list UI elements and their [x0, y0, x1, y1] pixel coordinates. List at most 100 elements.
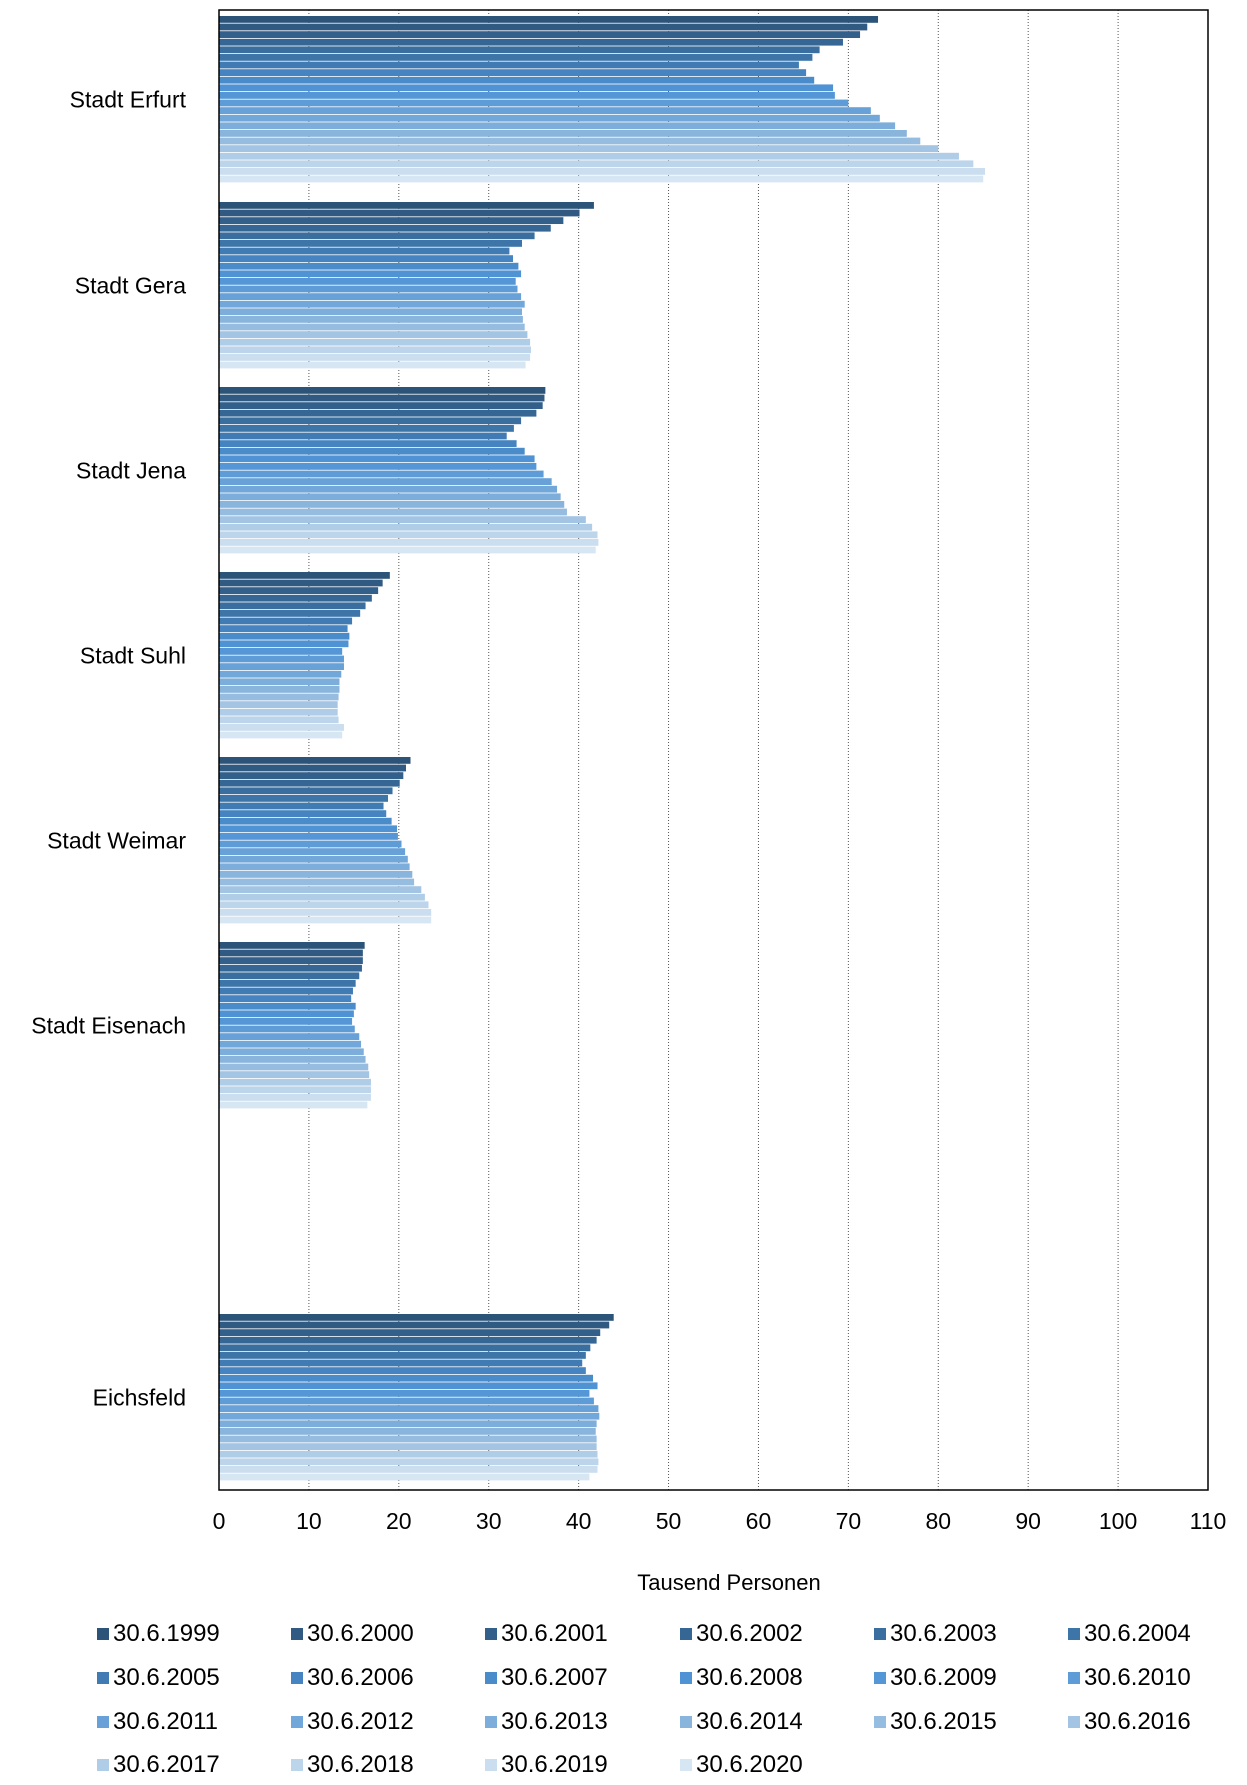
bar-stadt-eisenach-30.6.2004: [219, 980, 356, 987]
bar-stadt-erfurt-30.6.2010: [219, 99, 849, 107]
bar-stadt-jena-30.6.2009: [219, 463, 537, 470]
category-labels: Stadt Erfurt Stadt Gera Stadt Jena Stadt Su…: [31, 87, 186, 1411]
legend-swatch: [291, 1628, 303, 1640]
legend-item: 30.6.2016: [1068, 1708, 1191, 1735]
bar-eichsfeld-30.6.2014: [219, 1428, 596, 1435]
legend-item: 30.6.2018: [291, 1751, 414, 1778]
bar-stadt-erfurt-30.6.2017: [219, 152, 959, 160]
bar-stadt-jena-30.6.2000: [219, 394, 545, 402]
legend-label: 30.6.2009: [890, 1664, 997, 1691]
legend-swatch: [485, 1628, 497, 1640]
bars: [219, 16, 986, 1481]
bar-stadt-weimar-30.6.2009: [219, 833, 398, 840]
bar-eichsfeld-30.6.2010: [219, 1397, 594, 1405]
legend-swatch: [1068, 1628, 1080, 1640]
legend-label: 30.6.2007: [501, 1664, 608, 1691]
bar-stadt-erfurt-30.6.2014: [219, 130, 907, 137]
x-tick-label: 90: [1015, 1508, 1041, 1534]
bar-stadt-jena-30.6.2012: [219, 485, 558, 493]
bar-stadt-gera-30.6.2017: [219, 338, 531, 346]
bar-stadt-eisenach-30.6.2018: [219, 1086, 371, 1094]
x-tick-label: 60: [746, 1508, 772, 1534]
legend-swatch: [874, 1628, 886, 1640]
legend-label: 30.6.2011: [113, 1708, 218, 1735]
bar-stadt-gera-30.6.2013: [219, 308, 522, 316]
bar-stadt-eisenach-30.6.2014: [219, 1056, 366, 1063]
bar-stadt-eisenach-30.6.2016: [219, 1071, 370, 1078]
x-tick-label: 110: [1190, 1508, 1227, 1534]
bar-stadt-gera-30.6.2014: [219, 316, 523, 323]
bar-stadt-suhl-30.6.2018: [219, 716, 339, 724]
legend-item: 30.6.2012: [291, 1708, 414, 1735]
legend-swatch: [97, 1672, 109, 1684]
bar-stadt-jena-30.6.2004: [219, 425, 514, 432]
bar-stadt-jena-30.6.2007: [219, 447, 525, 455]
bar-stadt-gera-30.6.2010: [219, 285, 518, 293]
legend-item: 30.6.2013: [485, 1708, 608, 1735]
category-label: Eichsfeld: [93, 1385, 186, 1411]
legend-label: 30.6.2002: [696, 1620, 803, 1647]
bar-stadt-gera-30.6.2020: [219, 361, 526, 369]
x-tick-label: 50: [656, 1508, 682, 1534]
bar-eichsfeld-30.6.2002: [219, 1336, 597, 1344]
bar-stadt-weimar-30.6.2011: [219, 848, 406, 855]
bar-stadt-gera-30.6.2003: [219, 232, 535, 240]
bar-stadt-erfurt-30.6.2000: [219, 23, 868, 31]
legend-label: 30.6.2000: [307, 1620, 414, 1647]
legend-swatch: [97, 1716, 109, 1728]
legend-item: 30.6.2005: [97, 1664, 220, 1691]
legend-swatch: [680, 1759, 692, 1771]
legend-label: 30.6.2015: [890, 1708, 997, 1735]
bar-stadt-gera-30.6.2015: [219, 323, 525, 331]
bar-stadt-suhl-30.6.2003: [219, 602, 366, 610]
bar-stadt-suhl-30.6.2000: [219, 579, 383, 587]
bar-stadt-weimar-30.6.2005: [219, 802, 384, 810]
legend-swatch: [485, 1759, 497, 1771]
bar-stadt-jena-30.6.2008: [219, 455, 535, 463]
bar-stadt-weimar-30.6.2008: [219, 825, 398, 833]
legend-label: 30.6.2004: [1084, 1620, 1191, 1647]
bar-stadt-eisenach-30.6.2010: [219, 1025, 355, 1033]
bar-stadt-erfurt-30.6.2013: [219, 122, 896, 130]
bar-stadt-gera-30.6.2016: [219, 331, 528, 338]
bar-stadt-gera-30.6.2007: [219, 262, 519, 270]
bar-stadt-suhl-30.6.2011: [219, 663, 344, 670]
legend-item: 30.6.2004: [1068, 1620, 1191, 1647]
bar-stadt-eisenach-30.6.1999: [219, 942, 365, 949]
legend-swatch: [1068, 1672, 1080, 1684]
bar-stadt-erfurt-30.6.2006: [219, 69, 807, 76]
legend-swatch: [680, 1628, 692, 1640]
bar-stadt-erfurt-30.6.1999: [219, 16, 879, 23]
bar-stadt-eisenach-30.6.2007: [219, 1002, 356, 1010]
bar-eichsfeld-30.6.1999: [219, 1314, 614, 1321]
legend-swatch: [291, 1672, 303, 1684]
legend-label: 30.6.2003: [890, 1620, 997, 1647]
bar-stadt-gera-30.6.2006: [219, 255, 514, 262]
bar-stadt-suhl-30.6.2009: [219, 648, 343, 655]
bar-stadt-eisenach-30.6.2019: [219, 1094, 371, 1101]
bar-stadt-erfurt-30.6.2001: [219, 31, 861, 38]
bar-stadt-gera-30.6.2018: [219, 346, 531, 354]
legend-label: 30.6.2012: [307, 1708, 414, 1735]
legend-item: 30.6.2010: [1068, 1664, 1191, 1691]
bar-stadt-weimar-30.6.2015: [219, 878, 415, 886]
legend-label: 30.6.2017: [113, 1751, 220, 1778]
bar-stadt-jena-30.6.2013: [219, 493, 561, 501]
bar-stadt-eisenach-30.6.2008: [219, 1010, 354, 1018]
bar-stadt-suhl-30.6.2010: [219, 655, 344, 663]
bar-stadt-erfurt-30.6.2005: [219, 61, 799, 69]
bar-stadt-eisenach-30.6.2011: [219, 1033, 360, 1040]
legend-swatch: [291, 1759, 303, 1771]
bar-stadt-gera-30.6.2019: [219, 354, 531, 361]
bar-stadt-erfurt-30.6.2004: [219, 54, 813, 61]
legend-label: 30.6.2001: [501, 1620, 608, 1647]
legend-item: 30.6.2020: [680, 1751, 803, 1778]
bar-stadt-suhl-30.6.2015: [219, 693, 339, 701]
legend-swatch: [874, 1672, 886, 1684]
bar-stadt-suhl-30.6.2008: [219, 640, 349, 648]
x-axis-title: Tausend Personen: [637, 1570, 820, 1595]
category-label: Stadt Suhl: [80, 643, 186, 669]
bar-eichsfeld-30.6.2008: [219, 1382, 598, 1390]
bar-eichsfeld-30.6.2003: [219, 1344, 591, 1352]
